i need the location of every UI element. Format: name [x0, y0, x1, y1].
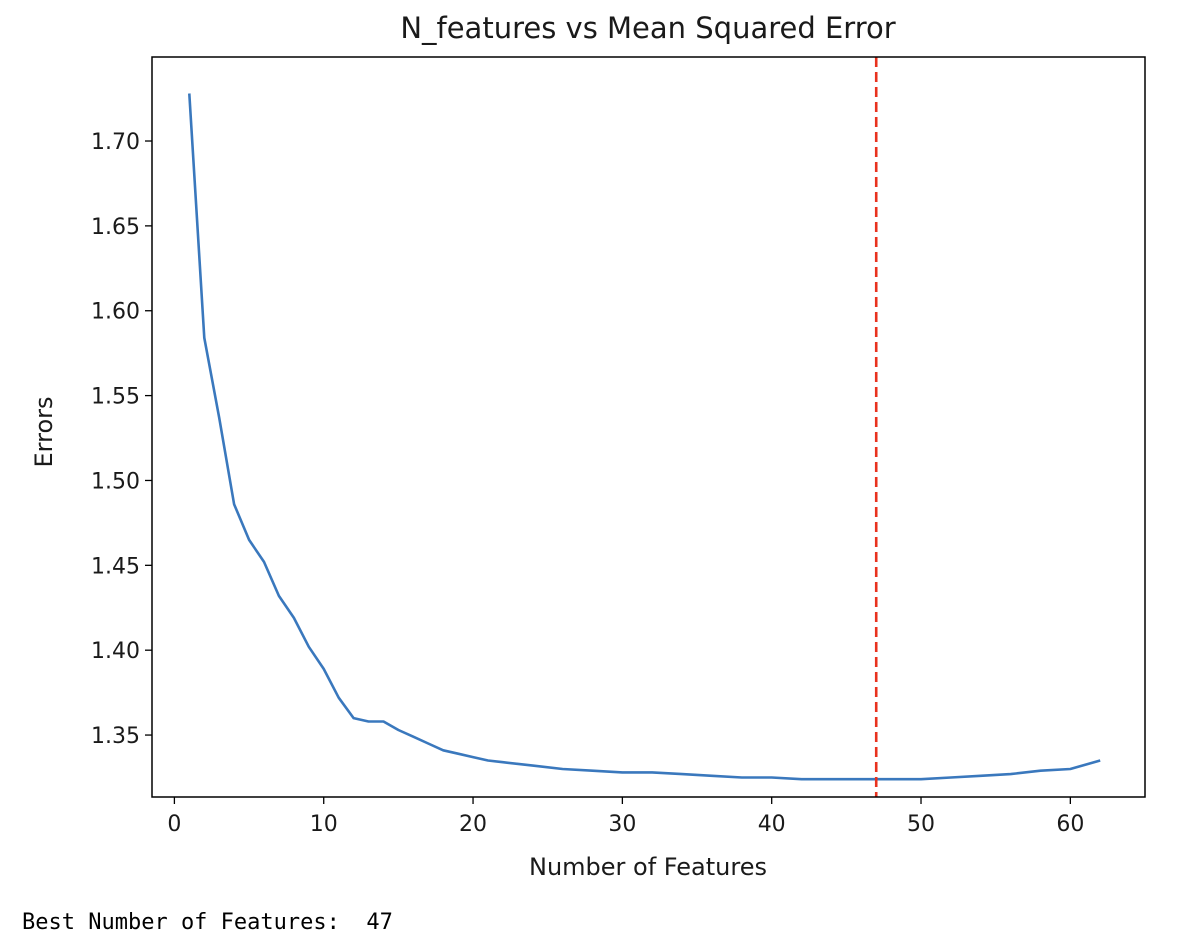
- x-tick-label: 20: [459, 812, 487, 837]
- y-tick-label: 1.55: [91, 385, 140, 410]
- best-features-label: Best Number of Features:: [22, 910, 340, 935]
- mse-line-chart: N_features vs Mean Squared Error 0 10 20 30…: [30, 11, 1146, 881]
- y-tick-label: 1.35: [91, 724, 140, 749]
- x-tick-label: 50: [907, 812, 935, 837]
- chart-title: N_features vs Mean Squared Error: [400, 11, 895, 45]
- y-tick-label: 1.65: [91, 215, 140, 240]
- series-line-1: [188, 93, 1101, 781]
- y-tick-label: 1.60: [91, 300, 140, 325]
- y-axis-label: Errors: [30, 396, 58, 467]
- x-tick-label: 0: [167, 812, 181, 837]
- plot-frame: [151, 56, 1146, 798]
- plot-area: [188, 57, 1101, 797]
- x-axis-label: Number of Features: [529, 853, 767, 881]
- x-tick-label: 60: [1056, 812, 1084, 837]
- axis-ticks: 0 10 20 30 40 50 60 1.35 1.40 1.45 1.50 1.55 1.60 1.6…: [91, 130, 1084, 837]
- y-tick-label: 1.45: [91, 554, 140, 579]
- x-tick-label: 30: [608, 812, 636, 837]
- best-features-output: Best Number of Features: 47: [22, 910, 393, 935]
- y-tick-label: 1.50: [91, 469, 140, 494]
- y-tick-label: 1.40: [91, 639, 140, 664]
- x-tick-label: 40: [758, 812, 786, 837]
- y-tick-label: 1.70: [91, 130, 140, 155]
- best-features-value: 47: [366, 910, 393, 935]
- x-tick-label: 10: [310, 812, 338, 837]
